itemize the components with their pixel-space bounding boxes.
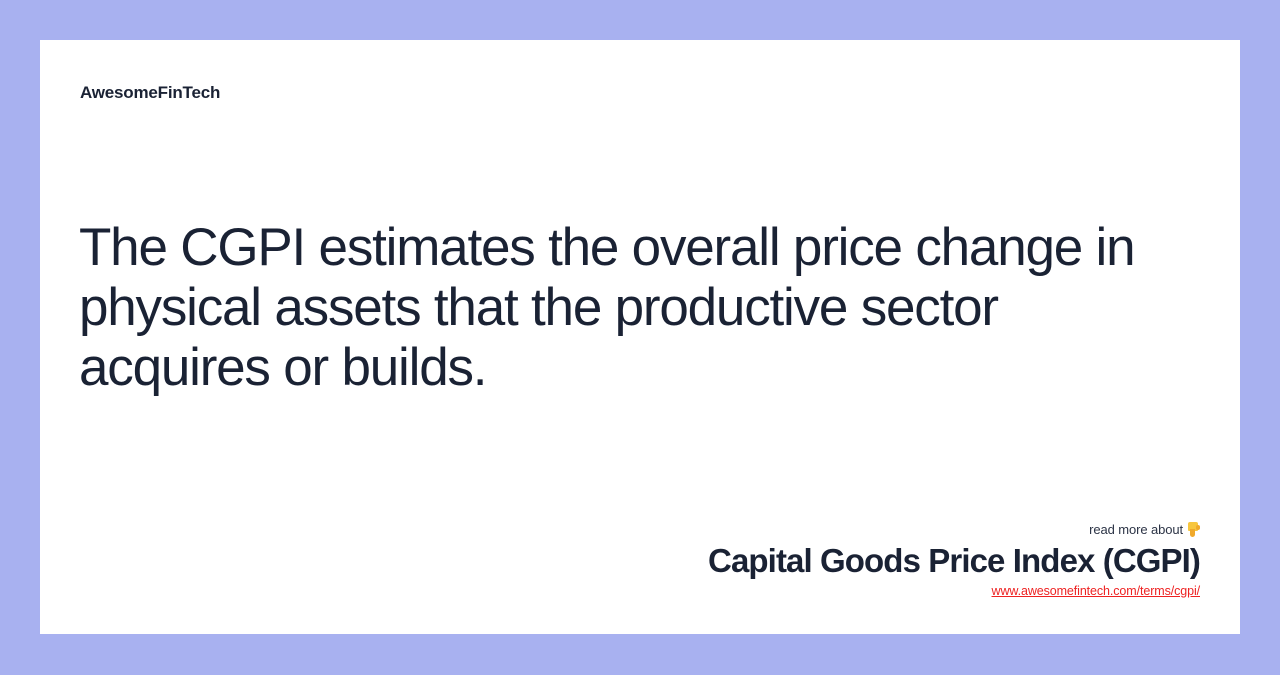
content-card: AwesomeFinTech The CGPI estimates the ov… <box>40 40 1240 634</box>
term-url-link[interactable]: www.awesomefintech.com/terms/cgpi/ <box>991 584 1201 598</box>
term-title: Capital Goods Price Index (CGPI) <box>708 542 1201 579</box>
footer-block: read more about Capital Goods Price Inde… <box>440 521 1201 600</box>
headline-text: The CGPI estimates the overall price cha… <box>79 218 1136 397</box>
point-down-icon <box>1187 522 1200 537</box>
brand-logo[interactable]: AwesomeFinTech <box>80 83 221 102</box>
read-more-row: read more about <box>440 521 1200 539</box>
read-more-label: read more about <box>1089 522 1183 537</box>
term-url-row: www.awesomefintech.com/terms/cgpi/ <box>440 581 1201 600</box>
